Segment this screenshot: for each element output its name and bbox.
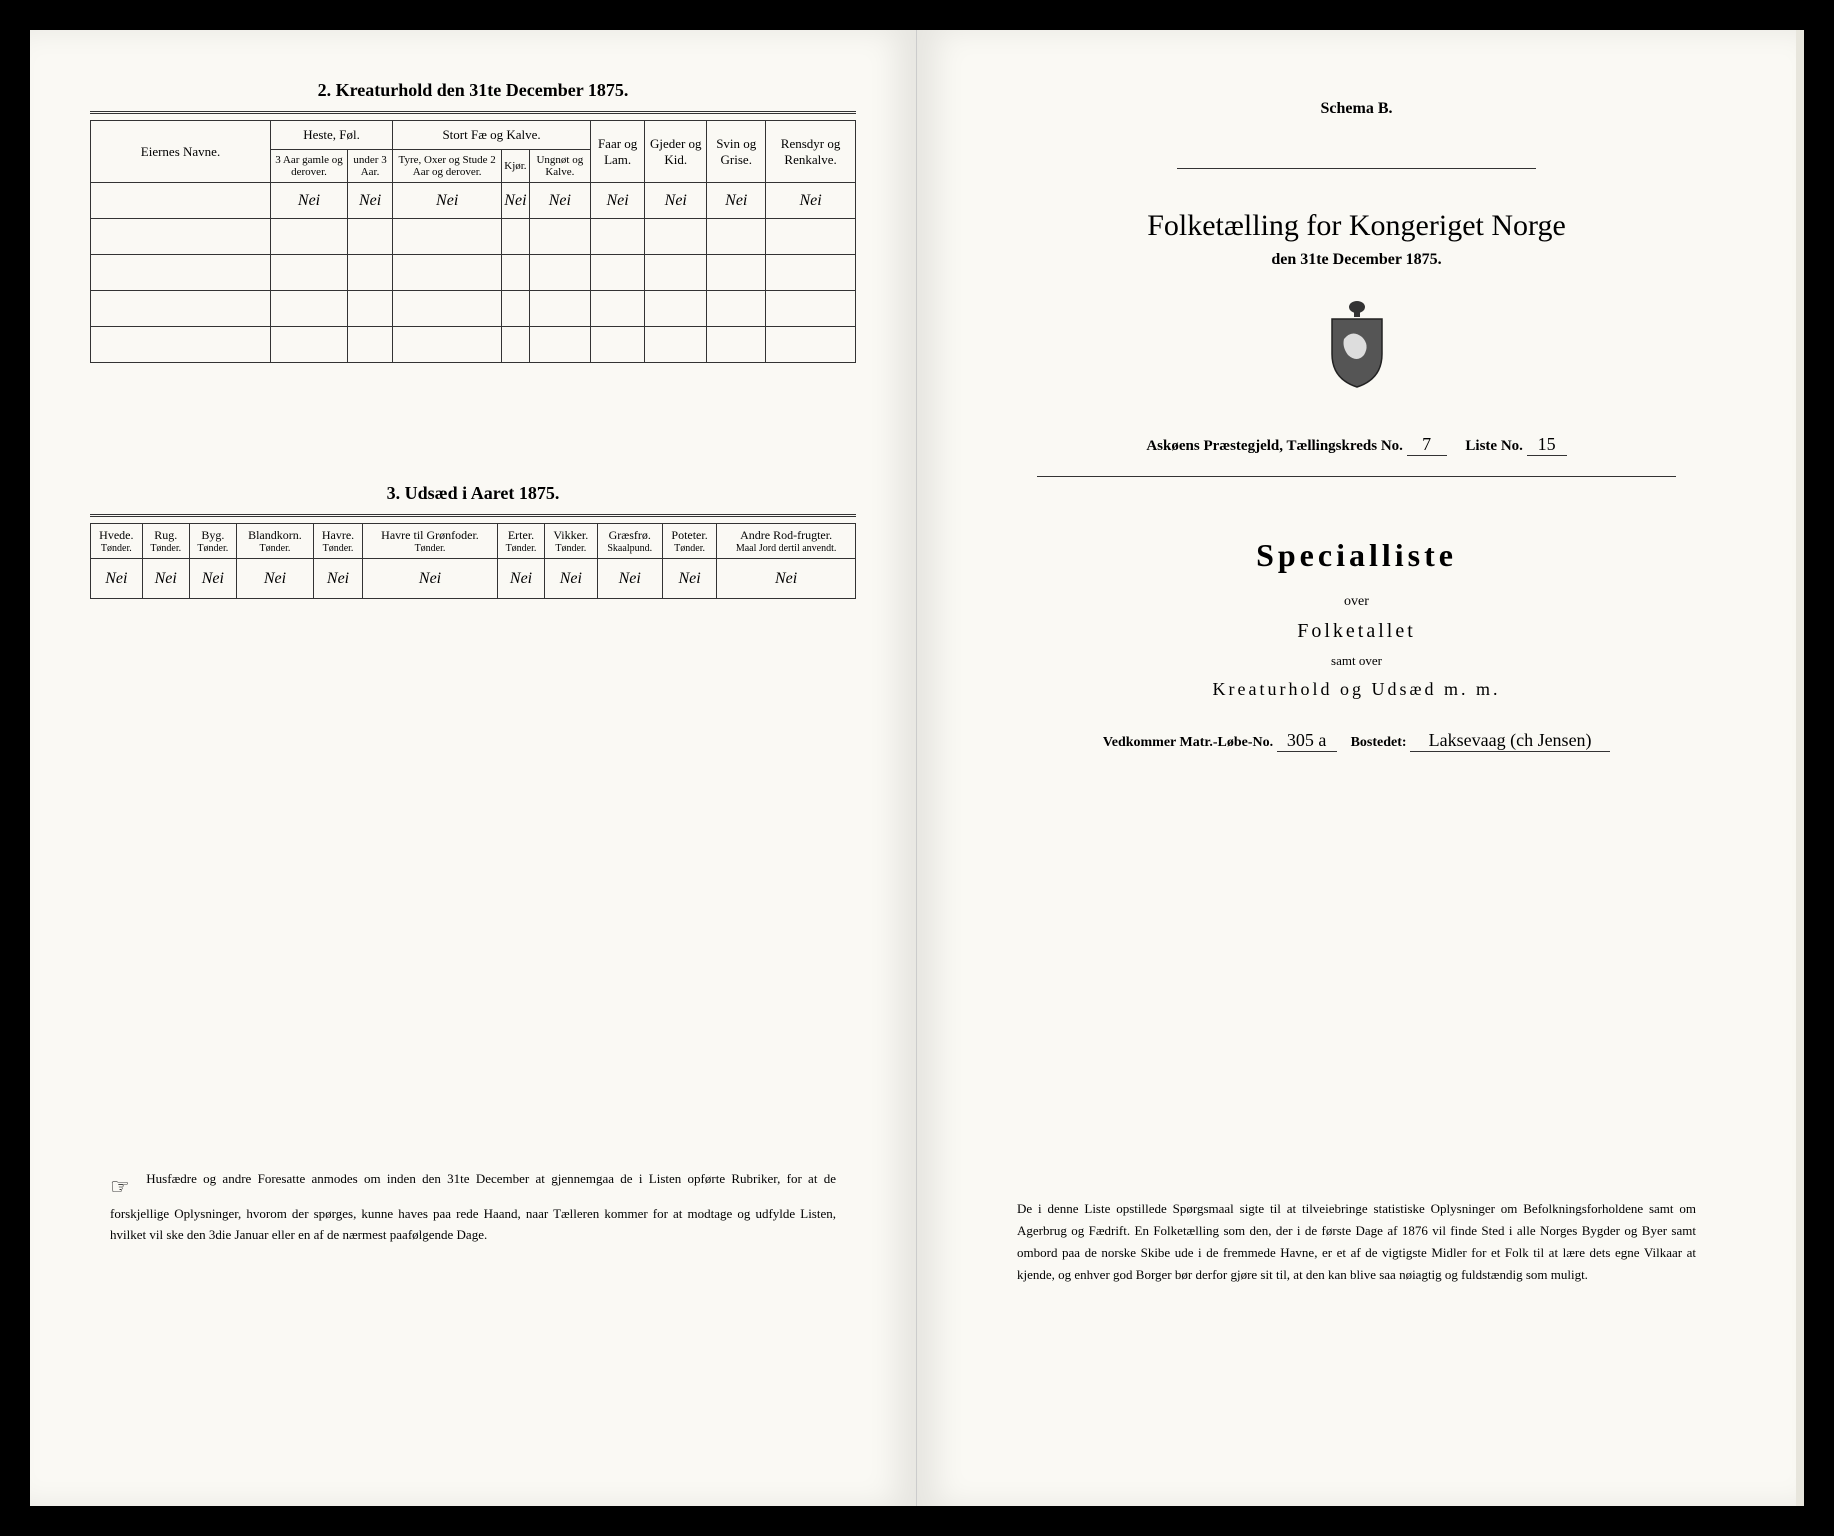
pointing-hand-icon: ☞ [110, 1169, 140, 1204]
cell: Nei [545, 559, 598, 599]
subtitle: den 31te December 1875. [977, 251, 1736, 269]
folketallet-label: Folketallet [977, 620, 1736, 643]
main-title: Folketælling for Kongeriget Norge [977, 209, 1736, 243]
col: Græsfrø.Skaalpund. [597, 524, 662, 559]
bostedet: Laksevaag (ch Jensen) [1410, 730, 1610, 752]
cell: Nei [189, 559, 236, 599]
cell: Nei [142, 559, 189, 599]
col-s1: Tyre, Oxer og Stude 2 Aar og derover. [393, 150, 502, 183]
cell: Nei [597, 559, 662, 599]
cell: Nei [766, 183, 856, 219]
kreaturhold-table: Eiernes Navne. Heste, Føl. Stort Fæ og K… [90, 120, 856, 363]
cell: Nei [348, 183, 393, 219]
cell: Nei [529, 183, 591, 219]
col-faar: Faar og Lam. [591, 121, 645, 183]
cell-name [91, 183, 271, 219]
col: Erter.Tønder. [497, 524, 544, 559]
liste-label: Liste No. [1465, 438, 1523, 454]
col-gjeder: Gjeder og Kid. [645, 121, 707, 183]
cell: Nei [363, 559, 498, 599]
cell: Nei [707, 183, 766, 219]
col: Havre til Grønfoder.Tønder. [363, 524, 498, 559]
udsaed-table: Hvede.Tønder. Rug.Tønder. Byg.Tønder. Bl… [90, 523, 856, 599]
cell: Nei [591, 183, 645, 219]
col-svin: Svin og Grise. [707, 121, 766, 183]
cell: Nei [662, 559, 716, 599]
right-footer: De i denne Liste opstillede Spørgsmaal s… [1017, 1198, 1696, 1286]
col: Havre.Tønder. [313, 524, 362, 559]
specialliste-title: Specialliste [977, 537, 1736, 574]
rule [90, 111, 856, 114]
col: Andre Rod-frugter.Maal Jord dertil anven… [717, 524, 856, 559]
cell: Nei [497, 559, 544, 599]
cell: Nei [717, 559, 856, 599]
book-spread: 2. Kreaturhold den 31te December 1875. E… [30, 30, 1804, 1506]
kreaturhold-label: Kreaturhold og Udsæd m. m. [977, 679, 1736, 700]
vedkommer-line: Vedkommer Matr.-Løbe-No. 305 a Bostedet:… [977, 730, 1736, 752]
rule [90, 514, 856, 517]
samt-label: samt over [977, 653, 1736, 669]
col-heste: Heste, Føl. [271, 121, 393, 150]
cell: Nei [271, 183, 348, 219]
cell: Nei [236, 559, 313, 599]
col: Poteter.Tønder. [662, 524, 716, 559]
schema-label: Schema B. [977, 100, 1736, 118]
cell: Nei [502, 183, 529, 219]
col: Vikker.Tønder. [545, 524, 598, 559]
cell: Nei [393, 183, 502, 219]
coat-of-arms-icon [977, 299, 1736, 394]
matr-no: 305 a [1277, 730, 1337, 752]
over-label: over [977, 594, 1736, 610]
parish-label: Askøens Præstegjeld, Tællingskreds No. [1146, 438, 1403, 454]
section3-title: 3. Udsæd i Aaret 1875. [90, 483, 856, 504]
col-s2: Kjør. [502, 150, 529, 183]
col: Byg.Tønder. [189, 524, 236, 559]
section2-title: 2. Kreaturhold den 31te December 1875. [90, 80, 856, 101]
liste-no: 15 [1527, 434, 1567, 456]
col: Blandkorn.Tønder. [236, 524, 313, 559]
left-page: 2. Kreaturhold den 31te December 1875. E… [30, 30, 917, 1506]
left-footer: ☞ Husfædre og andre Foresatte anmodes om… [110, 1169, 836, 1246]
col-h1: 3 Aar gamle og derover. [271, 150, 348, 183]
col-rensdyr: Rensdyr og Renkalve. [766, 121, 856, 183]
cell: Nei [91, 559, 143, 599]
col-h2: under 3 Aar. [348, 150, 393, 183]
bostedet-label: Bostedet: [1351, 735, 1407, 750]
col-stort: Stort Fæ og Kalve. [393, 121, 591, 150]
vedk-label: Vedkommer Matr.-Løbe-No. [1103, 735, 1273, 750]
col: Rug.Tønder. [142, 524, 189, 559]
parish-line: Askøens Præstegjeld, Tællingskreds No. 7… [977, 434, 1736, 456]
cell: Nei [313, 559, 362, 599]
col: Hvede.Tønder. [91, 524, 143, 559]
right-page: Schema B. Folketælling for Kongeriget No… [917, 30, 1804, 1506]
footer-text: Husfædre og andre Foresatte anmodes om i… [110, 1171, 836, 1242]
kreds-no: 7 [1407, 434, 1447, 456]
col-name: Eiernes Navne. [91, 121, 271, 183]
col-s3: Ungnøt og Kalve. [529, 150, 591, 183]
cell: Nei [645, 183, 707, 219]
